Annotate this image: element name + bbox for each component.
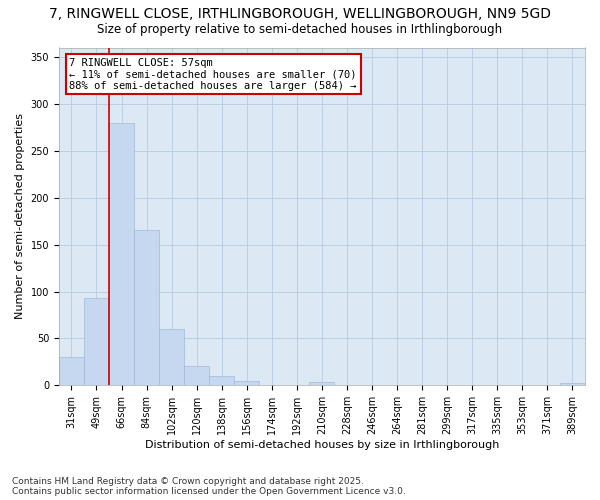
Bar [184, 366, 209, 386]
Bar [159, 329, 184, 386]
Bar [234, 380, 259, 386]
Text: 7 RINGWELL CLOSE: 57sqm
← 11% of semi-detached houses are smaller (70)
88% of se: 7 RINGWELL CLOSE: 57sqm ← 11% of semi-de… [70, 58, 357, 91]
Text: 7, RINGWELL CLOSE, IRTHLINGBOROUGH, WELLINGBOROUGH, NN9 5GD: 7, RINGWELL CLOSE, IRTHLINGBOROUGH, WELL… [49, 8, 551, 22]
Bar [59, 357, 84, 386]
X-axis label: Distribution of semi-detached houses by size in Irthlingborough: Distribution of semi-detached houses by … [145, 440, 499, 450]
Text: Size of property relative to semi-detached houses in Irthlingborough: Size of property relative to semi-detach… [97, 22, 503, 36]
Bar [310, 382, 334, 386]
Bar [209, 376, 234, 386]
Y-axis label: Number of semi-detached properties: Number of semi-detached properties [15, 114, 25, 320]
Bar [134, 230, 159, 386]
Text: Contains HM Land Registry data © Crown copyright and database right 2025.
Contai: Contains HM Land Registry data © Crown c… [12, 476, 406, 496]
Bar [84, 298, 109, 386]
Bar [109, 122, 134, 386]
Bar [560, 382, 585, 386]
